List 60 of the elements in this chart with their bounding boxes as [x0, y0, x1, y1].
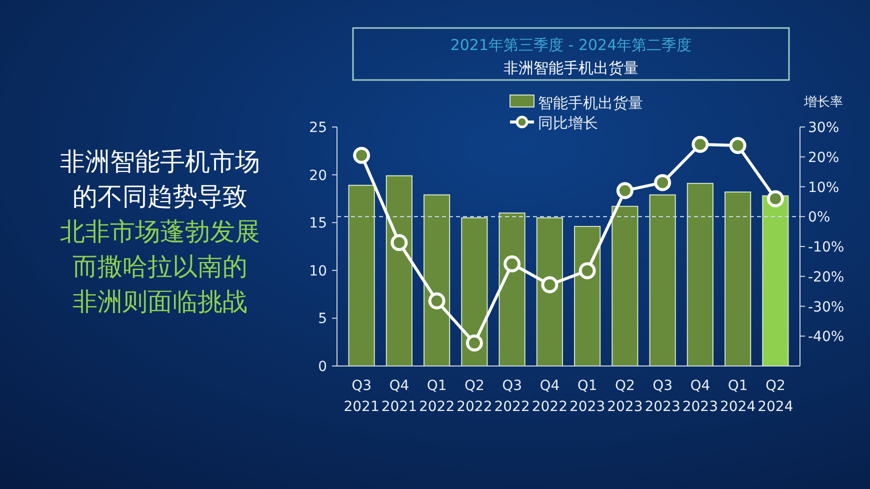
point [504, 255, 521, 272]
chart-title: 2021年第三季度 - 2024年第二季度 [450, 36, 692, 54]
y-tick-label: 20 [309, 168, 327, 184]
bar [424, 194, 450, 366]
text: 而撒哈拉以南的 [72, 252, 248, 281]
legend-label: 智能手机出货量 [538, 94, 643, 112]
bar [461, 217, 488, 366]
text: 非洲智能手机市场 [60, 147, 260, 176]
x-tick-label: Q3 2022 [494, 378, 530, 415]
x-tick-label: Q4 2023 [682, 378, 718, 415]
x-tick-label: Q2 2024 [758, 378, 794, 415]
x-tick-label: Q2 2022 [456, 378, 492, 415]
point [729, 137, 746, 154]
chart-subtitle: 非洲智能手机出货量 [504, 59, 638, 77]
point [766, 190, 784, 208]
bar [536, 217, 563, 366]
point [616, 182, 634, 200]
y2-tick-label: 10% [808, 180, 840, 196]
y2-axis-title: 增长率 [803, 94, 843, 110]
legend-label: 同比增长 [538, 114, 598, 132]
x-tick-label: Q1 2022 [418, 378, 455, 415]
bar [724, 192, 752, 366]
bar [386, 175, 412, 366]
bar [498, 212, 526, 366]
bar [612, 206, 638, 366]
y-tick-label: 0 [318, 359, 327, 375]
y2-tick-label: 20% [808, 150, 840, 166]
bar [686, 182, 714, 366]
text: 北非市场蓬勃发展 [60, 217, 260, 246]
point [466, 334, 483, 352]
y2-tick-label: -20% [808, 269, 844, 286]
y2-tick-label: 0% [808, 210, 830, 226]
x-tick-label: Q3 2023 [644, 378, 680, 415]
text: 的不同趋势导致 [72, 182, 248, 211]
bar [574, 226, 601, 366]
text: 非洲则面临挑战 [72, 287, 248, 316]
bar [649, 194, 676, 366]
point [578, 262, 596, 280]
x-tick-label: Q1 2023 [569, 378, 606, 415]
y-tick-label: 10 [309, 263, 327, 280]
y-tick-label: 15 [309, 216, 327, 232]
y-tick-label: 5 [318, 311, 327, 328]
point [692, 136, 709, 153]
y-tick-label: 25 [309, 120, 327, 136]
y2-tick-label: 30% [808, 120, 840, 136]
point [654, 174, 672, 192]
x-tick-label: Q2 2023 [607, 378, 643, 415]
x-tick-label: Q1 2024 [720, 378, 756, 415]
bar [762, 195, 789, 366]
y2-tick-label: -10% [808, 240, 844, 256]
x-tick-label: Q4 2021 [381, 378, 417, 415]
bar [348, 184, 375, 366]
point [390, 234, 408, 252]
y2-tick-label: -30% [808, 299, 844, 316]
y2-tick-label: -40% [808, 329, 844, 346]
x-tick-label: Q4 2022 [532, 378, 568, 415]
point [541, 276, 558, 294]
point [428, 292, 446, 310]
x-tick-label: Q3 2021 [344, 378, 380, 415]
point [353, 146, 370, 164]
